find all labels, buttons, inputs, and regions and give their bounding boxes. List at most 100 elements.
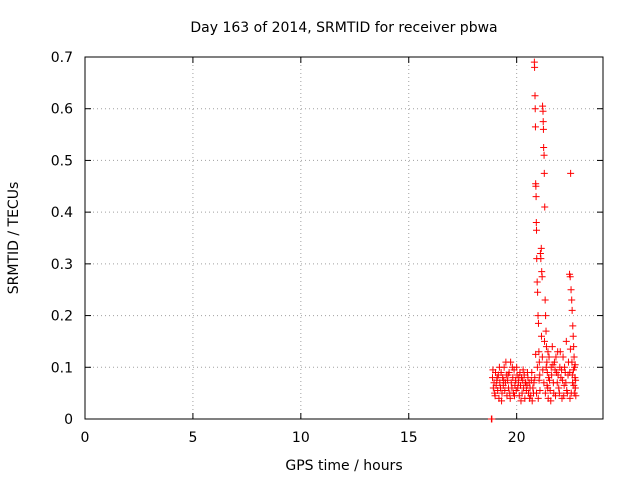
data-point xyxy=(531,63,539,71)
data-point xyxy=(534,288,542,296)
y-axis-label: SRMTID / TECUs xyxy=(6,182,22,295)
data-point xyxy=(545,353,553,361)
data-point xyxy=(489,366,497,374)
data-point xyxy=(531,105,539,113)
data-point xyxy=(501,387,509,395)
x-tick-label: 5 xyxy=(188,430,197,446)
data-point xyxy=(513,363,521,371)
data-point xyxy=(533,226,541,234)
data-point xyxy=(555,384,563,392)
data-point xyxy=(495,363,503,371)
data-point xyxy=(497,368,505,376)
data-point xyxy=(541,296,549,304)
data-point xyxy=(556,348,564,356)
data-point xyxy=(492,381,500,389)
data-point xyxy=(540,144,548,151)
data-point xyxy=(518,389,526,397)
data-point xyxy=(561,363,569,371)
data-point xyxy=(530,379,538,387)
data-point xyxy=(511,392,519,400)
x-tick-label: 0 xyxy=(81,430,90,446)
data-point xyxy=(536,387,544,395)
data-point xyxy=(543,381,551,389)
y-tick-label: 0.3 xyxy=(51,257,73,273)
data-point xyxy=(566,394,574,402)
data-points xyxy=(487,58,580,423)
data-point xyxy=(526,394,534,402)
data-point xyxy=(541,337,549,345)
data-point xyxy=(547,397,555,405)
data-point xyxy=(531,123,539,131)
x-tick-label: 20 xyxy=(508,430,526,446)
data-point xyxy=(543,368,551,376)
data-point xyxy=(571,361,579,369)
data-point xyxy=(536,371,544,379)
data-point xyxy=(534,319,542,327)
data-point xyxy=(533,278,541,286)
data-point xyxy=(504,371,512,379)
plot-frame xyxy=(84,56,604,420)
data-point xyxy=(491,392,499,400)
data-point xyxy=(541,389,549,397)
data-point xyxy=(539,118,547,126)
data-point xyxy=(506,394,514,402)
chart-title: Day 163 of 2014, SRMTID for receiver pbw… xyxy=(190,20,497,36)
data-point xyxy=(532,350,540,358)
data-point xyxy=(532,182,540,190)
x-tick-label: 10 xyxy=(292,430,310,446)
data-point xyxy=(570,381,578,389)
data-point xyxy=(570,353,578,361)
x-tick-label: 15 xyxy=(400,430,418,446)
data-point xyxy=(488,415,496,423)
data-point xyxy=(554,371,562,379)
y-tick-label: 0.5 xyxy=(51,153,73,169)
data-point xyxy=(521,379,529,387)
data-point xyxy=(498,397,506,405)
data-point xyxy=(566,345,574,353)
data-point xyxy=(540,151,548,159)
data-point xyxy=(537,244,545,252)
data-point xyxy=(568,306,576,314)
data-point xyxy=(493,374,501,382)
data-point xyxy=(562,379,570,387)
data-point xyxy=(539,125,547,133)
y-tick-label: 0.2 xyxy=(51,309,73,325)
data-point xyxy=(545,376,553,384)
data-point xyxy=(544,348,552,356)
grid-lines xyxy=(85,57,603,419)
data-point xyxy=(502,358,510,366)
data-point xyxy=(548,343,556,351)
data-point xyxy=(529,384,537,392)
tick-labels: 0 5 10 15 20 0 0.1 0.2 0.3 0.4 0.5 0.6 0.7 xyxy=(51,50,526,446)
data-point xyxy=(562,337,570,345)
data-point xyxy=(563,387,571,395)
data-point xyxy=(551,366,559,374)
data-point xyxy=(546,387,554,395)
data-point xyxy=(531,374,539,382)
data-point xyxy=(569,322,577,330)
data-point xyxy=(553,379,561,387)
data-point xyxy=(534,312,542,320)
y-tick-label: 0.7 xyxy=(51,50,73,66)
data-point xyxy=(515,374,523,382)
data-point xyxy=(537,255,545,263)
data-point xyxy=(572,376,580,384)
data-point xyxy=(532,193,540,201)
data-point xyxy=(542,312,550,320)
data-point xyxy=(559,353,567,361)
data-point xyxy=(543,358,551,366)
data-point xyxy=(549,361,557,369)
data-point xyxy=(555,389,563,397)
y-tick-label: 0.4 xyxy=(51,205,73,221)
data-point xyxy=(507,379,515,387)
data-point xyxy=(548,371,556,379)
data-point xyxy=(528,368,536,376)
data-point xyxy=(567,286,575,294)
data-point xyxy=(568,296,576,304)
y-tick-label: 0 xyxy=(64,412,73,428)
data-point xyxy=(534,394,542,402)
data-point xyxy=(570,389,578,397)
y-tick-label: 0.6 xyxy=(51,102,73,118)
axis-ticks xyxy=(84,56,603,420)
